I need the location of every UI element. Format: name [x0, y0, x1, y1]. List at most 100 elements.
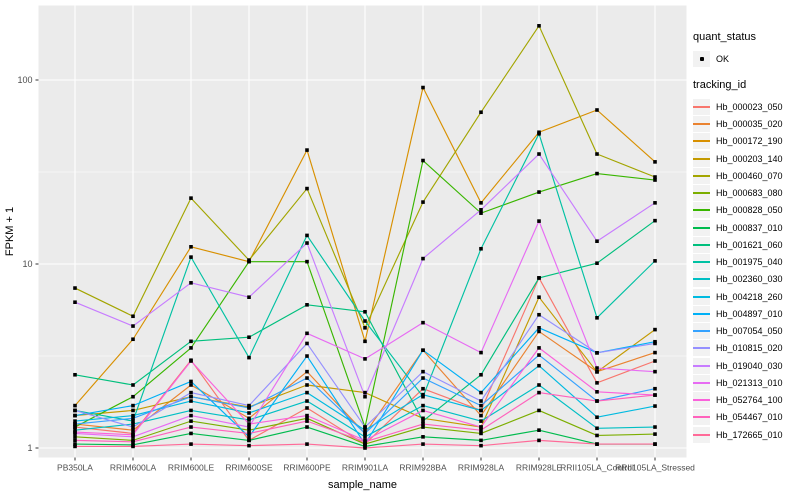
legend-item: Hb_010815_020 [693, 340, 799, 357]
data-point [653, 175, 657, 179]
legend-title-tracking-id: tracking_id [693, 79, 747, 92]
legend-item: Hb_000837_010 [693, 219, 799, 236]
data-point [305, 186, 309, 191]
data-point [247, 428, 251, 432]
data-point [537, 390, 541, 395]
data-point [421, 376, 425, 380]
data-point [247, 403, 251, 408]
data-point [421, 392, 425, 397]
data-point [247, 438, 251, 443]
legend-line-swatch [693, 123, 710, 126]
legend-key-box [693, 116, 710, 133]
data-point [73, 408, 77, 413]
data-point [363, 339, 367, 344]
data-point [189, 245, 193, 249]
data-point [421, 394, 425, 399]
legend-key-box [693, 288, 710, 305]
data-point [595, 171, 599, 176]
legend-item-label: Hb_000172_190 [716, 136, 783, 147]
data-point [479, 390, 483, 395]
legend-key-box [693, 409, 710, 426]
legend-item: Hb_054467_010 [693, 409, 799, 426]
data-point [595, 442, 599, 446]
legend-line-swatch [693, 209, 710, 212]
data-point [73, 403, 77, 408]
data-point [653, 160, 657, 164]
data-point [421, 369, 425, 374]
data-point [73, 438, 77, 443]
data-point [479, 201, 483, 205]
data-point [305, 354, 309, 358]
data-point [479, 425, 483, 429]
data-point [537, 312, 541, 317]
legend-item: Hb_021313_010 [693, 374, 799, 391]
data-point [247, 259, 251, 264]
legend-item: Hb_000828_050 [693, 202, 799, 219]
data-point [479, 399, 483, 403]
data-point [421, 416, 425, 421]
data-point [479, 372, 483, 377]
y-tick-label: 1 [27, 443, 32, 453]
data-point [305, 331, 309, 336]
legend-item-label: Hb_172665_010 [716, 429, 783, 440]
legend-item-label: Hb_001621_060 [716, 239, 783, 250]
data-point [305, 419, 309, 423]
data-point [479, 413, 483, 418]
data-point [421, 435, 425, 439]
data-point [595, 239, 599, 244]
data-point [653, 432, 657, 436]
x-tick-label: RRIM928BA [399, 463, 447, 473]
legend-line-swatch [693, 433, 710, 436]
data-point [363, 319, 367, 323]
data-point [595, 390, 599, 394]
data-point [595, 108, 599, 112]
data-point [73, 419, 77, 423]
data-point [479, 110, 483, 115]
data-point [653, 404, 657, 408]
data-point [305, 148, 309, 152]
legend-item-label: Hb_021313_010 [716, 377, 783, 388]
legend-key-box [693, 219, 710, 236]
legend-key-box [693, 202, 710, 219]
data-point [131, 394, 135, 399]
data-point [131, 444, 135, 449]
data-point [247, 406, 251, 410]
legend-item: Hb_172665_010 [693, 426, 799, 443]
data-point [653, 359, 657, 363]
legend-line-swatch [693, 416, 710, 419]
data-point [595, 433, 599, 438]
data-point [421, 408, 425, 413]
data-point [131, 403, 135, 408]
x-tick-label: RRII105LA_Stressed [615, 463, 695, 473]
data-point [595, 152, 599, 156]
data-point [73, 413, 77, 418]
data-point [363, 440, 367, 444]
data-point [305, 233, 309, 238]
data-point [131, 419, 135, 423]
data-point [189, 419, 193, 423]
data-point [131, 337, 135, 342]
data-point [479, 431, 483, 436]
legend-key-box [693, 98, 710, 115]
data-point [595, 381, 599, 385]
data-point [653, 327, 657, 332]
data-point [363, 446, 367, 450]
data-point [305, 416, 309, 421]
data-point [247, 335, 251, 340]
data-point [421, 442, 425, 446]
data-point [421, 256, 425, 261]
legend-key-box [693, 50, 710, 67]
legend-item-label: Hb_000837_010 [716, 222, 783, 233]
legend-line-swatch [693, 243, 710, 246]
x-tick-label: RRIM928LE [516, 463, 563, 473]
data-point [479, 350, 483, 355]
data-point [595, 316, 599, 320]
data-point [479, 208, 483, 212]
data-point [247, 431, 251, 436]
data-point [189, 339, 193, 344]
data-point [363, 357, 367, 361]
data-point [537, 295, 541, 300]
data-point [247, 435, 251, 439]
data-point [537, 346, 541, 350]
